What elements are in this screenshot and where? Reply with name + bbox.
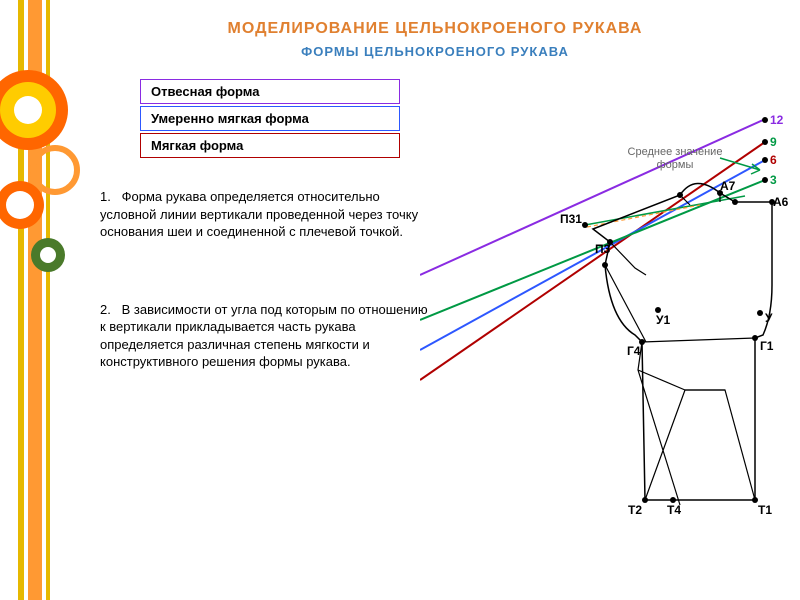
svg-text:3: 3 xyxy=(770,173,777,187)
sleeve-diagram: Среднее значениеформы 12 9 6 3 А7 А6 П31 П3 У1 У Г4… xyxy=(420,110,790,530)
side-decoration xyxy=(0,0,80,600)
paragraph-1: 1. Форма рукава определяется относительн… xyxy=(100,188,430,241)
svg-text:А7: А7 xyxy=(720,179,736,193)
svg-text:Среднее значение: Среднее значение xyxy=(628,146,723,158)
svg-text:У: У xyxy=(765,311,773,325)
svg-text:12: 12 xyxy=(770,113,784,127)
main-title: МОДЕЛИРОВАНИЕ ЦЕЛЬНОКРОЕНОГО РУКАВА xyxy=(90,20,780,38)
svg-text:Т1: Т1 xyxy=(758,503,772,517)
subtitle: ФОРМЫ ЦЕЛЬНОКРОЕНОГО РУКАВА xyxy=(90,44,780,59)
svg-text:А6: А6 xyxy=(773,195,789,209)
para-text-1: Форма рукава определяется относительно у… xyxy=(100,189,418,239)
svg-text:П3: П3 xyxy=(595,242,611,256)
para-num-1: 1. xyxy=(100,188,118,206)
svg-text:6: 6 xyxy=(770,153,777,167)
svg-text:Т2: Т2 xyxy=(628,503,642,517)
paragraph-2: 2. В зависимости от угла под которым по … xyxy=(100,301,430,371)
form-item-1: Отвесная форма xyxy=(140,79,400,104)
svg-text:У1: У1 xyxy=(656,313,670,327)
svg-text:П31: П31 xyxy=(560,212,582,226)
svg-text:9: 9 xyxy=(770,135,777,149)
forms-list: Отвесная форма Умеренно мягкая форма Мяг… xyxy=(140,79,400,158)
para-text-2: В зависимости от угла под которым по отн… xyxy=(100,302,428,370)
svg-text:Т4: Т4 xyxy=(667,503,681,517)
para-num-2: 2. xyxy=(100,301,118,319)
form-item-2: Умеренно мягкая форма xyxy=(140,106,400,131)
svg-text:Г4: Г4 xyxy=(627,344,641,358)
svg-text:формы: формы xyxy=(657,159,694,171)
svg-text:Г1: Г1 xyxy=(760,339,774,353)
form-item-3: Мягкая форма xyxy=(140,133,400,158)
